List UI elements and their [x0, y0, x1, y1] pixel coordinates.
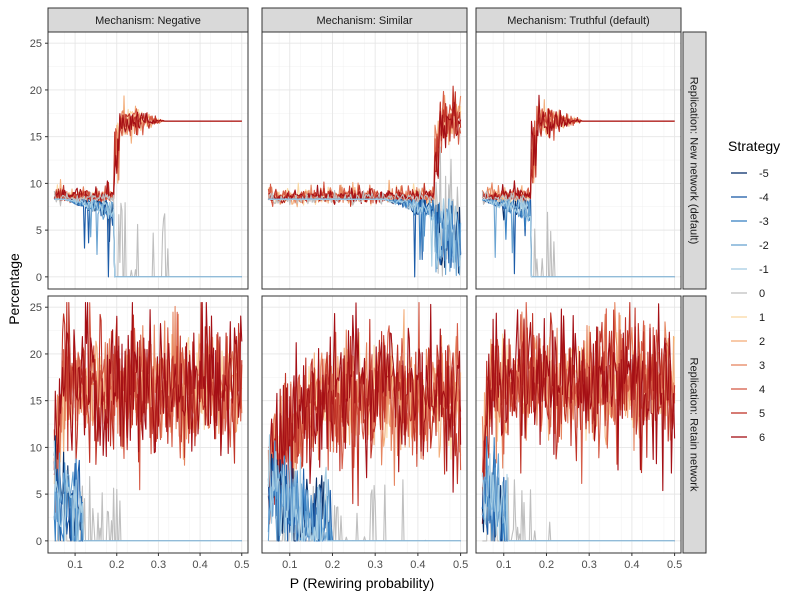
- x-tick-label: 0.4: [192, 559, 207, 571]
- y-tick-label: 25: [30, 38, 42, 50]
- y-tick-label: 10: [30, 178, 42, 190]
- panel-r1-c2: Mechanism: Similar: [262, 8, 467, 289]
- legend-label: 6: [759, 432, 765, 444]
- legend-item--4: -4: [731, 192, 769, 204]
- x-tick-label: 0.3: [582, 559, 597, 571]
- legend-label: 5: [759, 408, 765, 420]
- panel-r1-c1: Mechanism: Negative: [48, 8, 248, 289]
- legend-item-6: 6: [731, 432, 765, 444]
- y-axis-label: Percentage: [6, 253, 22, 325]
- x-tick-label: 0.1: [282, 559, 297, 571]
- legend-item-3: 3: [731, 360, 765, 372]
- panel-r2-c2: [262, 296, 467, 553]
- faceted-line-chart: Mechanism: Negative Mechanism: Similar Mec…: [0, 0, 800, 600]
- y-tick-label: 15: [30, 132, 42, 144]
- legend-item-5: 5: [731, 408, 765, 420]
- legend-item--2: -2: [731, 240, 769, 252]
- x-tick-label: 0.3: [368, 559, 383, 571]
- x-axis-label: P (Rewiring probability): [290, 575, 434, 591]
- legend-label: 2: [759, 336, 765, 348]
- panel-r1-c3: Mechanism: Truthful (default) Replication…: [476, 8, 706, 289]
- legend-label: -2: [759, 240, 769, 252]
- legend-label: 0: [759, 288, 765, 300]
- y-tick-label: 0: [36, 536, 42, 548]
- y-tick-label: 20: [30, 85, 42, 97]
- y-tick-label: 20: [30, 349, 42, 361]
- y-tick-label: 25: [30, 302, 42, 314]
- facet-label-row-2: Replication: Retain network: [688, 358, 700, 492]
- y-tick-label: 10: [30, 442, 42, 454]
- x-tick-label: 0.2: [539, 559, 554, 571]
- y-tick-label: 5: [36, 489, 42, 501]
- x-tick-label: 0.4: [624, 559, 639, 571]
- x-tick-label: 0.3: [151, 559, 166, 571]
- legend-label: -4: [759, 192, 769, 204]
- panel-r2-c1: [48, 296, 248, 553]
- legend-item-0: 0: [731, 288, 765, 300]
- facet-label-row-1: Replication: New network (default): [688, 77, 700, 245]
- legend-label: -3: [759, 216, 769, 228]
- x-tick-label: 0.4: [410, 559, 425, 571]
- legend-title: Strategy: [728, 138, 780, 154]
- facet-label-col-3: Mechanism: Truthful (default): [507, 15, 649, 27]
- legend-label: -5: [759, 168, 769, 180]
- y-tick-label: 0: [36, 272, 42, 284]
- legend-label: -1: [759, 264, 769, 276]
- x-tick-label: 0.5: [667, 559, 682, 571]
- legend-label: 3: [759, 360, 765, 372]
- legend-item--1: -1: [731, 264, 769, 276]
- legend-item--5: -5: [731, 168, 769, 180]
- x-tick-label: 0.5: [234, 559, 249, 571]
- legend-item-1: 1: [731, 312, 765, 324]
- x-tick-label: 0.2: [109, 559, 124, 571]
- legend-item-4: 4: [731, 384, 765, 396]
- legend-item--3: -3: [731, 216, 769, 228]
- legend-item-2: 2: [731, 336, 765, 348]
- panel-r2-c3: Replication: Retain network: [476, 296, 706, 553]
- legend-label: 1: [759, 312, 765, 324]
- y-tick-label: 15: [30, 396, 42, 408]
- facet-label-col-2: Mechanism: Similar: [317, 15, 413, 27]
- x-tick-label: 0.2: [325, 559, 340, 571]
- legend: Strategy -5 -4 -3 -2 -1 0 1 2 3 4 5 6: [728, 138, 780, 444]
- x-tick-label: 0.1: [496, 559, 511, 571]
- y-tick-label: 5: [36, 225, 42, 237]
- legend-label: 4: [759, 384, 765, 396]
- x-tick-label: 0.1: [67, 559, 82, 571]
- x-tick-label: 0.5: [453, 559, 468, 571]
- chart-panels: Mechanism: Negative Mechanism: Similar Mec…: [48, 8, 706, 553]
- facet-label-col-1: Mechanism: Negative: [95, 15, 201, 27]
